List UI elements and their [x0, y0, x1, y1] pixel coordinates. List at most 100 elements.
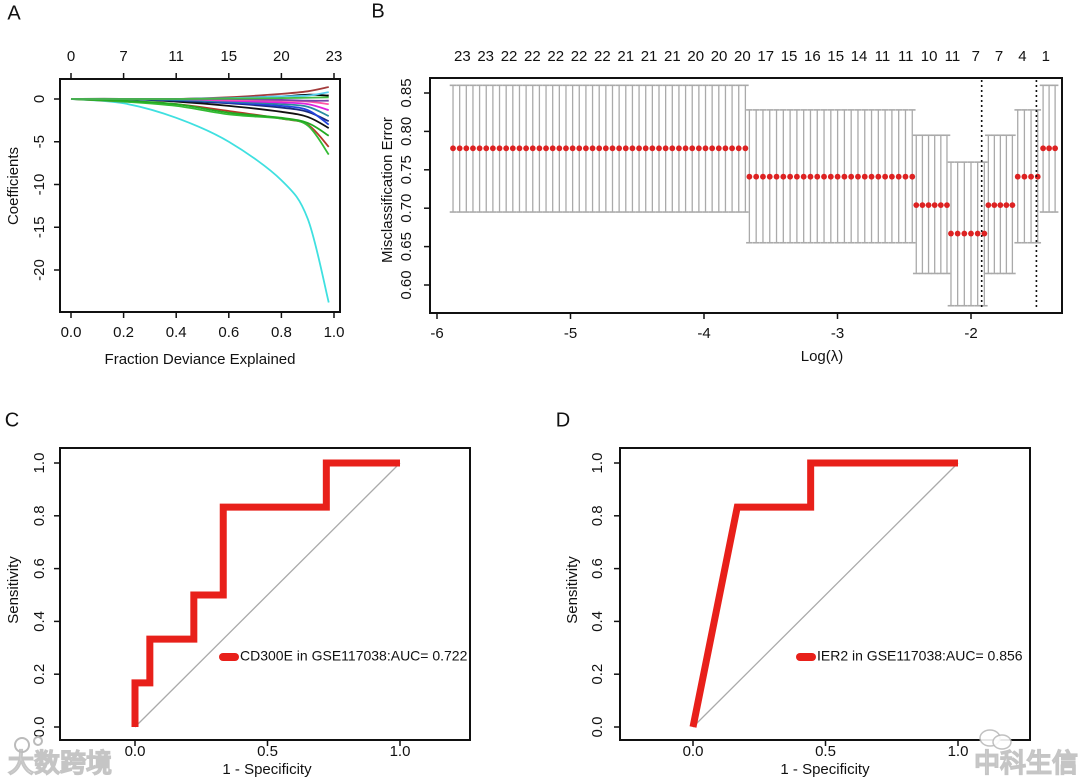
- plot-area-b: [429, 77, 1063, 314]
- cv-error-point: [456, 145, 463, 152]
- y-tick-label: 0.6: [31, 558, 48, 579]
- cv-error-point: [636, 145, 642, 152]
- cv-error-point: [991, 202, 998, 209]
- legend-text: CD300E in GSE117038:AUC= 0.722: [240, 648, 468, 664]
- x-tick-label-b: -3: [831, 325, 844, 342]
- cv-error-point: [496, 145, 503, 152]
- y-tick-label-a: 0: [31, 95, 48, 103]
- y-tick-label: 0.0: [31, 717, 48, 738]
- top-label-b: 15: [781, 48, 798, 65]
- coefficient-path-14: [70, 96, 329, 100]
- top-label-b: 22: [547, 48, 564, 65]
- top-label-b: 15: [827, 48, 844, 65]
- cv-error-point: [807, 173, 814, 180]
- y-tick-label-b: 0.70: [398, 194, 415, 223]
- cv-error-point: [1009, 202, 1016, 209]
- cv-error-point: [948, 230, 954, 237]
- top-label-b: 22: [594, 48, 611, 65]
- cv-error-point: [882, 173, 889, 180]
- cv-error-point: [746, 173, 753, 180]
- cv-error-point: [875, 173, 882, 180]
- cv-error-point: [602, 145, 609, 152]
- cv-error-point: [981, 230, 988, 237]
- x-tick-label-b: -6: [430, 325, 443, 342]
- cv-error-point: [954, 230, 961, 237]
- x-axis-label: 1 - Specificity: [222, 761, 312, 778]
- cv-error-point: [656, 145, 662, 152]
- top-tick-label-a: 20: [273, 48, 290, 65]
- y-tick-label-b: 0.80: [398, 117, 415, 146]
- top-label-b: 7: [995, 48, 1003, 65]
- top-tick-label-a: 23: [326, 48, 343, 65]
- y-tick-label: 0.6: [589, 558, 606, 579]
- y-tick-label: 1.0: [31, 453, 48, 474]
- cv-error-point: [463, 145, 470, 152]
- cv-error-point: [589, 145, 596, 152]
- cv-error-point: [968, 230, 974, 237]
- cv-error-point: [937, 202, 944, 209]
- cv-error-point: [1021, 173, 1028, 180]
- cv-error-point: [974, 230, 981, 237]
- x-tick-label-a: 1.0: [324, 324, 345, 341]
- top-label-b: 11: [898, 48, 914, 65]
- cv-error-point: [715, 145, 722, 152]
- top-label-b: 4: [1018, 48, 1026, 65]
- y-axis-label-a: Coefficients: [5, 147, 22, 225]
- panel-label-a: A: [7, 2, 21, 24]
- cv-error-point: [787, 173, 794, 180]
- watermark-logo-icon: [14, 737, 30, 753]
- cv-error-point: [450, 145, 456, 152]
- cv-error-point: [909, 173, 916, 180]
- top-label-b: 20: [711, 48, 728, 65]
- cv-error-point: [563, 145, 569, 152]
- cv-error-point: [760, 173, 766, 180]
- x-tick-label: 0.5: [257, 743, 278, 760]
- top-label-b: 7: [972, 48, 980, 65]
- cv-error-point: [1040, 145, 1046, 152]
- y-tick-label-b: 0.60: [398, 270, 415, 299]
- top-label-b: 11: [875, 48, 891, 65]
- cv-error-point: [483, 145, 490, 152]
- y-tick-label-a: -10: [31, 174, 48, 196]
- cv-error-point: [868, 173, 875, 180]
- cv-error-point: [1052, 145, 1059, 152]
- cv-error-point: [919, 202, 926, 209]
- y-tick-label: 0.2: [589, 664, 606, 685]
- cv-error-point: [596, 145, 603, 152]
- cv-error-point: [902, 173, 909, 180]
- cv-error-point: [834, 173, 841, 180]
- cv-error-point: [622, 145, 629, 152]
- cv-error-point: [861, 173, 868, 180]
- x-tick-label: 1.0: [948, 743, 969, 760]
- cv-error-point: [470, 145, 476, 152]
- cv-error-point: [516, 145, 523, 152]
- cv-error-point: [709, 145, 716, 152]
- y-tick-label: 0.0: [589, 717, 606, 738]
- cv-error-point: [536, 145, 543, 152]
- cv-error-point: [773, 173, 780, 180]
- top-tick-label-a: 11: [168, 48, 184, 65]
- top-label-b: 20: [687, 48, 704, 65]
- y-tick-label-b: 0.65: [398, 232, 415, 261]
- plot-area-c: [59, 447, 471, 741]
- x-tick-label-b: -5: [564, 325, 577, 342]
- panel-label-b: B: [371, 0, 384, 22]
- coefficient-path-0: [70, 98, 330, 303]
- coefficient-path-3: [70, 98, 330, 137]
- cv-error-point: [649, 145, 656, 152]
- x-axis-label: 1 - Specificity: [780, 761, 870, 778]
- y-tick-label: 0.8: [589, 505, 606, 526]
- y-axis-label-b: Misclassification Error: [379, 117, 396, 263]
- cv-error-point: [576, 145, 583, 152]
- cv-error-point: [961, 230, 968, 237]
- x-tick-label: 1.0: [390, 743, 411, 760]
- top-label-b: 14: [851, 48, 868, 65]
- x-tick-label-a: 0.0: [61, 324, 82, 341]
- cv-error-point: [476, 145, 483, 152]
- cv-error-point: [569, 145, 576, 152]
- cv-error-point: [509, 145, 516, 152]
- cv-error-point: [629, 145, 636, 152]
- top-label-b: 20: [734, 48, 751, 65]
- y-tick-label-a: -20: [31, 259, 48, 281]
